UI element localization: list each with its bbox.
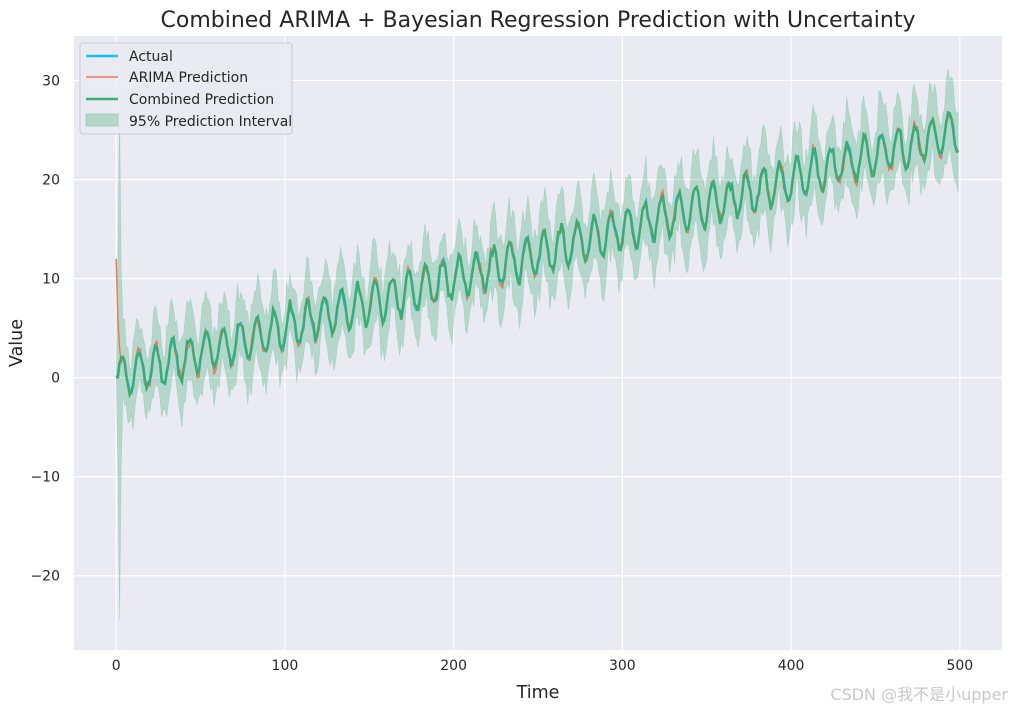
legend-label-combined: Combined Prediction xyxy=(129,92,274,108)
legend: Actual ARIMA Prediction Combined Predict… xyxy=(79,42,293,135)
y-axis-ticks: −20 −10 0 10 20 30 xyxy=(30,74,60,585)
watermark: CSDN @我不是小upper xyxy=(830,685,1008,704)
x-axis-title: Time xyxy=(516,683,560,703)
legend-label-arima: ARIMA Prediction xyxy=(129,70,248,86)
x-tick-label: 500 xyxy=(946,658,973,674)
series-line-combined-prediction xyxy=(115,110,960,399)
legend-label-actual: Actual xyxy=(129,49,173,65)
y-tick-label: 10 xyxy=(42,272,60,288)
series-lines xyxy=(115,110,960,399)
legend-swatch-interval xyxy=(85,113,119,127)
x-tick-label: 200 xyxy=(440,658,467,674)
y-tick-label: −20 xyxy=(30,569,60,585)
legend-label-interval: 95% Prediction Interval xyxy=(129,114,292,130)
y-tick-label: 30 xyxy=(42,74,60,90)
x-tick-label: 100 xyxy=(272,658,299,674)
plot-area xyxy=(74,36,1002,650)
chart-title: Combined ARIMA + Bayesian Regression Pre… xyxy=(161,8,916,33)
y-tick-label: 0 xyxy=(51,371,60,387)
y-tick-label: −10 xyxy=(30,470,60,486)
x-tick-label: 400 xyxy=(778,658,805,674)
x-tick-label: 300 xyxy=(609,658,636,674)
prediction-interval-area xyxy=(115,68,959,621)
x-tick-label: 0 xyxy=(112,658,121,674)
legend-frame xyxy=(79,42,293,135)
x-axis-ticks: 0 100 200 300 400 500 xyxy=(112,658,973,674)
prediction-interval-band xyxy=(115,68,959,621)
grid-lines xyxy=(74,36,1002,650)
y-axis-title: Value xyxy=(7,319,27,367)
y-tick-label: 20 xyxy=(42,173,60,189)
